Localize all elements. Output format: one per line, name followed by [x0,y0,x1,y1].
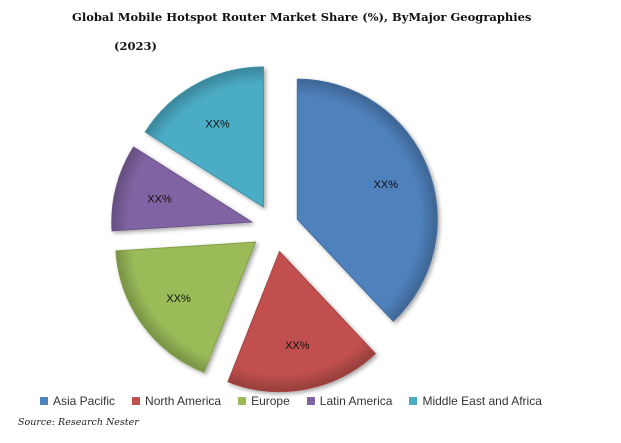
legend-label: North America [145,394,222,408]
chart-subtitle: (2023) [114,39,157,53]
source-note: Source: Research Nester [18,417,139,428]
legend-label: Asia Pacific [53,394,116,408]
pie-slice-europe [115,241,257,373]
pie-slice-latin-america [111,146,254,232]
slice-label-north-america: XX% [285,340,310,352]
legend-item-north-america: North America [132,394,221,408]
legend-label: Middle East and Africa [422,394,542,408]
legend-item-asia-pacific: Asia Pacific [40,394,115,408]
pie-slice-north-america [227,250,377,393]
legend-label: Europe [251,394,290,408]
chart-legend: Asia Pacific North America Europe Latin Ame… [40,393,559,409]
slice-label-asia-pacific: XX% [374,179,399,191]
pie-slice-asia-pacific [296,78,438,322]
chart-title: Global Mobile Hotspot Router Market Shar… [72,10,532,24]
legend-swatch [306,397,315,405]
slice-label-latin-america: XX% [147,193,172,205]
pie-slice-middle-east-and-africa [144,66,264,208]
legend-item-europe: Europe [238,394,290,408]
slice-label-europe: XX% [166,293,191,305]
legend-item-latin-america: Latin America [306,394,393,408]
legend-item-middle-east-and-africa: Middle East and Africa [409,394,542,408]
slice-label-middle-east-and-africa: XX% [205,119,230,131]
legend-swatch [40,397,48,405]
legend-label: Latin America [319,394,393,408]
legend-swatch [132,397,141,405]
legend-swatch [238,397,247,405]
legend-swatch [409,397,418,405]
